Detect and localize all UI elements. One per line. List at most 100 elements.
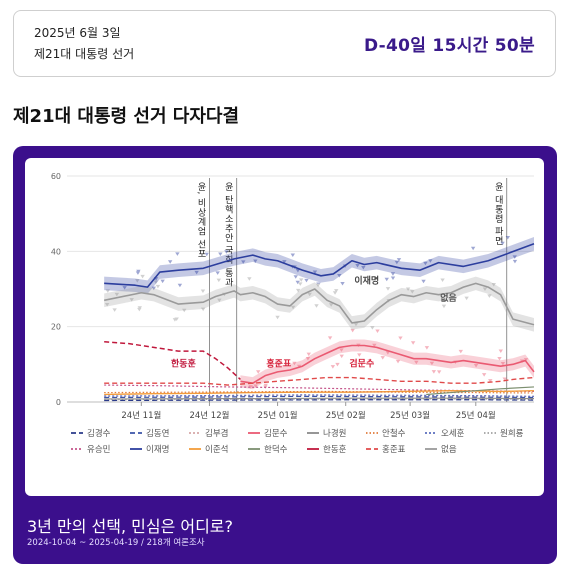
poll-point xyxy=(241,260,246,264)
poll-point xyxy=(253,259,258,263)
poll-point xyxy=(423,261,428,266)
poll-point xyxy=(335,362,340,367)
poll-point xyxy=(396,258,402,262)
poll-point xyxy=(153,280,159,284)
poll-point xyxy=(410,341,416,345)
poll-point xyxy=(253,384,258,388)
poll-point xyxy=(367,359,372,363)
series-annotation: 이재명 xyxy=(354,274,379,286)
election-date: 2025년 6월 3일 xyxy=(34,26,121,40)
poll-point xyxy=(307,292,312,297)
legend-label: 김경수 xyxy=(87,428,111,439)
series-line xyxy=(104,398,535,401)
poll-point xyxy=(305,356,311,361)
poll-point xyxy=(290,253,295,258)
series-line xyxy=(104,243,535,288)
poll-point xyxy=(112,308,117,312)
poll-point xyxy=(440,278,445,282)
y-tick-label: 20 xyxy=(51,323,61,332)
poll-point xyxy=(129,298,134,302)
poll-point xyxy=(458,349,463,354)
poll-point xyxy=(104,302,110,307)
poll-point xyxy=(337,273,342,278)
poll-point xyxy=(464,296,469,301)
poll-point xyxy=(428,259,433,263)
legend-label: 오세훈 xyxy=(441,428,465,439)
poll-point xyxy=(390,276,396,280)
poll-point xyxy=(328,303,334,307)
legend-label: 홍준표 xyxy=(382,444,406,455)
poll-point xyxy=(217,298,222,303)
dday-counter: D-40일 15시간 50분 xyxy=(363,36,535,56)
legend-label: 김동연 xyxy=(146,428,169,439)
poll-point xyxy=(395,359,401,364)
poll-point xyxy=(384,277,389,282)
poll-point xyxy=(105,289,110,293)
poll-point xyxy=(424,346,430,350)
series-line xyxy=(104,395,535,399)
poll-point xyxy=(216,278,222,283)
poll-point xyxy=(256,370,261,374)
poll-point xyxy=(361,266,366,270)
poll-point xyxy=(498,349,503,353)
y-tick-label: 40 xyxy=(51,247,61,256)
poll-point xyxy=(282,260,287,264)
series-line xyxy=(426,386,535,396)
poll-point xyxy=(174,317,179,322)
poll-point xyxy=(277,362,282,366)
series-annotation: 홍준표 xyxy=(266,358,292,370)
chart-panel: 0 20 40 60 24년 11월 24년 12월 25년 01월 25년 02월 25년 0… xyxy=(25,158,544,496)
event-label: 윤 대통령 파면 xyxy=(493,182,503,246)
legend-label: 김부겸 xyxy=(205,428,228,439)
poll-point xyxy=(390,272,396,276)
poll-point xyxy=(204,252,209,257)
poll-point xyxy=(375,329,380,334)
poll-point xyxy=(332,291,338,295)
poll-point xyxy=(275,362,280,367)
poll-point xyxy=(470,246,476,251)
poll-point xyxy=(135,279,140,283)
y-tick-label: 60 xyxy=(51,172,61,181)
poll-point xyxy=(380,356,385,360)
poll-point xyxy=(248,385,253,389)
poll-point xyxy=(488,379,493,383)
series-line xyxy=(240,344,535,384)
section-title: 제21대 대통령 선거 다자다결 xyxy=(13,106,240,127)
x-tick-label: 25년 01월 xyxy=(258,410,298,421)
series-line xyxy=(104,376,535,386)
poll-point xyxy=(137,307,142,312)
poll-point xyxy=(436,370,442,374)
event-label: 윤 탄핵소추안 국회 통과 xyxy=(223,182,233,288)
poll-point xyxy=(505,236,511,240)
legend-label: 나경원 xyxy=(323,428,346,439)
poll-point xyxy=(275,315,280,320)
poll-point xyxy=(200,289,206,294)
poll-point xyxy=(502,377,507,381)
poll-point xyxy=(177,283,183,288)
poll-point xyxy=(330,365,336,369)
confidence-band xyxy=(240,339,534,390)
poll-point xyxy=(295,269,301,273)
poll-point xyxy=(431,370,437,374)
poll-point xyxy=(339,354,344,359)
poll-point xyxy=(247,277,252,281)
poll-point xyxy=(497,357,502,361)
legend-label: 김문수 xyxy=(264,428,288,439)
poll-point xyxy=(512,259,518,264)
poll-point xyxy=(314,304,319,308)
poll-point xyxy=(293,275,298,279)
series-annotation: 김문수 xyxy=(349,358,374,370)
legend-label: 원희룡 xyxy=(500,428,524,439)
event-label: 윤, 비상계엄 선포 xyxy=(195,182,205,259)
poll-point xyxy=(473,363,479,368)
x-tick-label: 24년 12월 xyxy=(189,410,229,421)
poll-point xyxy=(523,358,529,362)
series-line xyxy=(104,394,535,397)
poll-point xyxy=(114,292,120,297)
poll-point xyxy=(175,252,180,256)
poll-point xyxy=(327,336,333,340)
poll-point xyxy=(160,279,165,284)
poll-point xyxy=(340,282,345,286)
poll-point xyxy=(194,270,199,275)
poll-point xyxy=(441,304,447,309)
